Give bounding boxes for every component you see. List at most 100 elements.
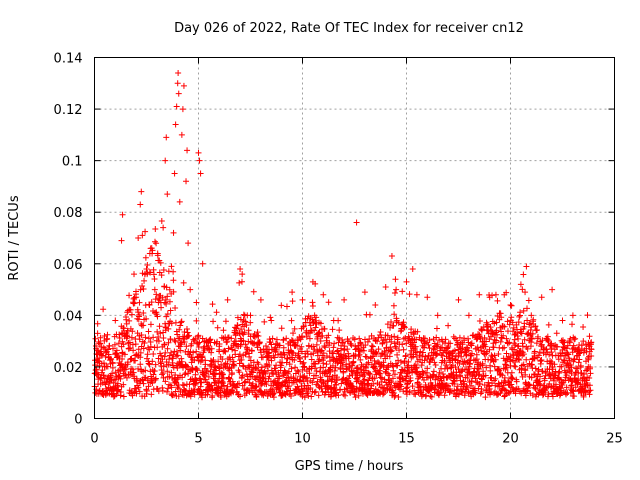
data-point-band: [459, 341, 466, 348]
data-point-band: [253, 383, 260, 390]
data-point-band: [508, 381, 515, 388]
data-point-band: [388, 379, 395, 386]
data-point-band: [240, 311, 247, 318]
data-point-band: [433, 334, 440, 341]
data-point: [178, 131, 185, 138]
data-point-band: [510, 352, 517, 359]
data-point-band: [545, 391, 552, 398]
data-point: [163, 134, 170, 141]
data-point-band: [100, 344, 107, 351]
data-point-band: [309, 302, 316, 309]
data-point-band: [508, 375, 515, 382]
y-tick-label: 0.14: [54, 52, 83, 67]
data-point-band: [537, 360, 544, 367]
data-point: [112, 317, 119, 324]
data-point-band: [298, 348, 305, 355]
data-point-band: [266, 336, 273, 343]
data-point-band: [386, 372, 393, 379]
data-point-band: [183, 325, 190, 332]
data-point-band: [262, 370, 269, 377]
data-point-band: [266, 373, 273, 380]
data-point-band: [306, 370, 313, 377]
data-point: [465, 312, 472, 319]
data-point-band: [276, 342, 283, 349]
data-point-band: [123, 374, 130, 381]
data-point-band: [150, 271, 157, 278]
data-point-band: [515, 355, 522, 362]
data-point-band: [149, 358, 156, 365]
data-point-band: [237, 316, 244, 323]
data-point-band: [512, 342, 519, 349]
data-point-band: [528, 335, 535, 342]
data-point-band: [142, 334, 149, 341]
data-point-band: [512, 363, 519, 370]
data-point-band: [242, 318, 249, 325]
data-point-band: [436, 369, 443, 376]
data-point-band: [512, 386, 519, 393]
data-point-band: [337, 351, 344, 358]
data-point-band: [306, 335, 313, 342]
data-point-band: [255, 333, 262, 340]
data-point-band: [145, 383, 152, 390]
data-point-band: [185, 333, 192, 340]
data-point-band: [511, 362, 518, 369]
data-point: [232, 338, 239, 345]
data-point-band: [152, 296, 159, 303]
data-point-band: [403, 373, 410, 380]
data-point-band: [420, 376, 427, 383]
data-point: [118, 237, 125, 244]
data-point-band: [561, 339, 568, 346]
data-point-band: [167, 307, 174, 314]
data-point-band: [143, 355, 150, 362]
data-point-band: [509, 375, 516, 382]
data-point-band: [377, 390, 384, 397]
data-point-band: [452, 364, 459, 371]
data-point: [187, 286, 194, 293]
data-point-band: [421, 335, 428, 342]
data-point-band: [135, 346, 142, 353]
data-point-band: [103, 378, 110, 385]
data-point-band: [508, 314, 515, 321]
data-point-band: [402, 334, 409, 341]
data-point-band: [351, 389, 358, 396]
data-point: [586, 343, 593, 350]
data-point-band: [135, 365, 142, 372]
data-point-band: [178, 339, 185, 346]
data-point-band: [103, 336, 110, 343]
data-point-band: [199, 394, 206, 401]
data-point-band: [141, 340, 148, 347]
data-point-band: [542, 370, 549, 377]
data-point-band: [286, 361, 293, 368]
data-point: [131, 271, 138, 278]
data-point-band: [390, 389, 397, 396]
data-point-band: [194, 340, 201, 347]
data-point-band: [129, 366, 136, 373]
data-point-band: [133, 288, 139, 295]
data-point-band: [554, 375, 561, 382]
data-point-band: [482, 394, 489, 401]
data-point: [174, 80, 181, 87]
data-point-band: [132, 385, 139, 392]
data-point-band: [148, 391, 155, 398]
data-point-band: [362, 342, 369, 349]
data-point-band: [340, 369, 347, 376]
data-point-band: [161, 341, 168, 348]
data-point-band: [312, 361, 319, 368]
data-point-band: [510, 324, 517, 331]
data-point: [193, 299, 200, 306]
data-point-band: [465, 347, 472, 354]
data-points: [91, 69, 595, 401]
data-point-band: [143, 387, 150, 394]
data-point-band: [154, 328, 161, 335]
data-point-band: [438, 377, 445, 384]
data-point-band: [501, 374, 508, 381]
data-point-band: [587, 387, 594, 394]
y-tick-label: 0.02: [54, 361, 83, 376]
data-point-band: [248, 347, 255, 354]
data-point-band: [350, 358, 357, 365]
data-point-band: [367, 385, 374, 392]
data-point-band: [366, 311, 373, 318]
data-point-band: [454, 383, 461, 390]
data-point-band: [441, 357, 448, 364]
data-point-band: [321, 343, 328, 350]
